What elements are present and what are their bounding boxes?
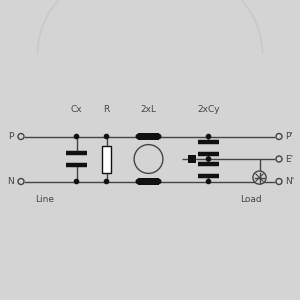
Text: P: P <box>8 132 14 141</box>
Text: Cx: Cx <box>71 105 82 114</box>
Bar <box>138 178 159 185</box>
Circle shape <box>74 179 79 184</box>
Text: R: R <box>103 105 109 114</box>
Text: P': P' <box>286 132 293 141</box>
Bar <box>138 133 159 140</box>
Circle shape <box>136 134 140 139</box>
Circle shape <box>157 179 161 184</box>
Circle shape <box>276 156 282 162</box>
Bar <box>188 155 196 163</box>
Text: 2xL: 2xL <box>140 105 157 114</box>
Circle shape <box>104 134 109 139</box>
Text: Line: Line <box>35 195 55 204</box>
Text: E': E' <box>286 154 294 164</box>
Circle shape <box>253 171 266 184</box>
Circle shape <box>206 179 211 184</box>
Text: Load: Load <box>240 195 261 204</box>
Text: 2xCy: 2xCy <box>197 105 220 114</box>
Circle shape <box>136 179 140 184</box>
Circle shape <box>206 134 211 139</box>
Circle shape <box>157 134 161 139</box>
Circle shape <box>104 179 109 184</box>
Circle shape <box>276 178 282 184</box>
Circle shape <box>18 178 24 184</box>
Circle shape <box>18 134 24 140</box>
Text: N: N <box>7 177 14 186</box>
Circle shape <box>134 145 163 173</box>
Circle shape <box>206 157 211 161</box>
Bar <box>102 146 111 172</box>
Circle shape <box>74 134 79 139</box>
Circle shape <box>276 134 282 140</box>
Text: N': N' <box>286 177 295 186</box>
